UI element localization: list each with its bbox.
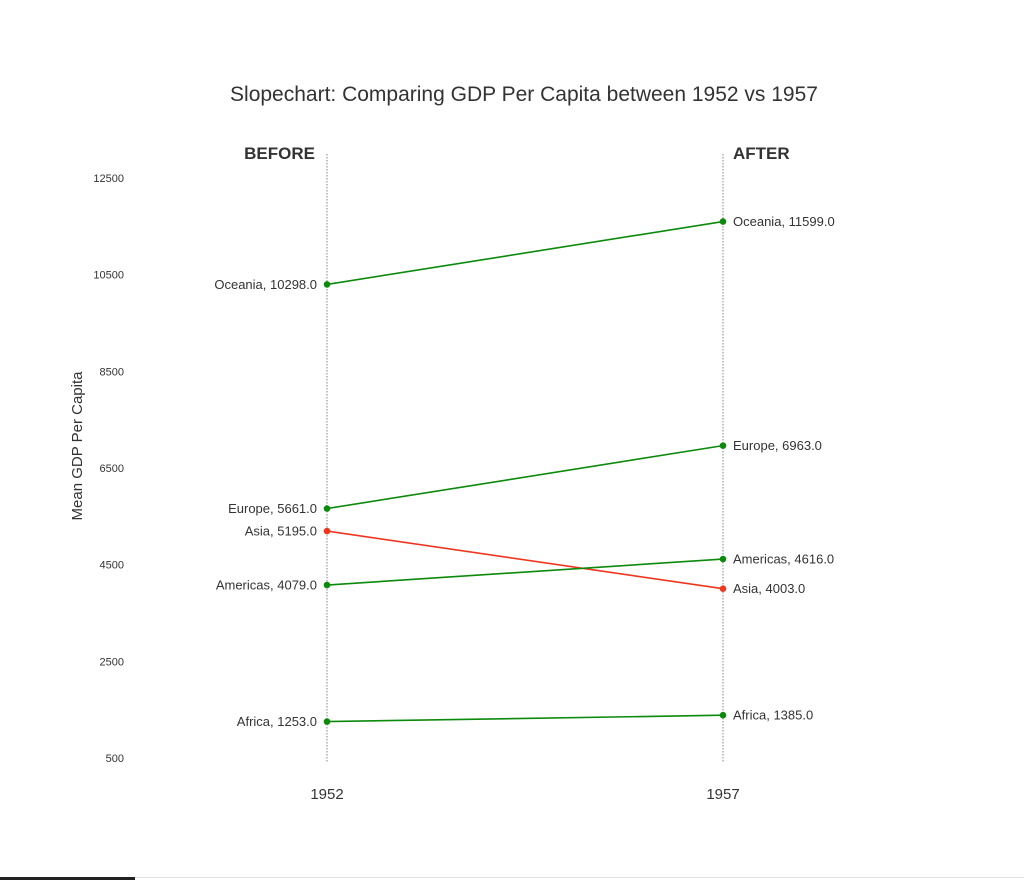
before-header: BEFORE (244, 144, 315, 163)
y-tick-label: 6500 (100, 463, 124, 475)
label-oceania-before: Oceania, 10298.0 (214, 277, 317, 292)
x-tick-label-1957: 1957 (706, 786, 739, 803)
series-layer: Oceania, 10298.0 Oceania, 11599.0 Europe, … (214, 214, 834, 729)
bottom-divider (135, 877, 1024, 878)
y-tick-label: 4500 (100, 560, 124, 572)
y-tick-label: 500 (106, 753, 124, 765)
point-africa-after (719, 711, 727, 719)
label-africa-after: Africa, 1385.0 (733, 708, 813, 723)
point-europe-before (323, 505, 331, 512)
point-asia-after (719, 585, 727, 592)
label-asia-after: Asia, 4003.0 (733, 581, 805, 596)
after-header: AFTER (733, 144, 790, 163)
y-tick-label: 8500 (100, 366, 124, 378)
slope-line-oceania (326, 220, 724, 286)
label-oceania-after: Oceania, 11599.0 (733, 214, 835, 229)
point-oceania-before (323, 281, 331, 288)
point-americas-after (719, 555, 727, 563)
y-axis-label: Mean GDP Per Capita (69, 371, 86, 521)
label-americas-after: Americas, 4616.0 (733, 552, 834, 567)
y-axis-ticks: 500 2500 4500 6500 8500 10500 12500 (93, 173, 124, 765)
label-africa-before: Africa, 1253.0 (237, 714, 317, 729)
x-tick-label-1952: 1952 (310, 786, 343, 803)
point-americas-before (323, 581, 331, 589)
point-oceania-after (719, 218, 727, 225)
label-americas-before: Americas, 4079.0 (216, 578, 317, 593)
slope-line-asia (326, 530, 724, 590)
y-tick-label: 10500 (93, 270, 124, 282)
taskbar-edge (0, 877, 135, 880)
y-tick-label: 2500 (100, 656, 124, 668)
y-tick-label: 12500 (93, 173, 124, 185)
slope-line-africa (326, 714, 724, 723)
label-asia-before: Asia, 5195.0 (245, 524, 317, 539)
slope-line-americas (326, 558, 724, 586)
point-asia-before (323, 527, 331, 535)
slope-line-europe (326, 444, 724, 510)
point-africa-before (323, 718, 331, 725)
label-europe-after: Europe, 6963.0 (733, 438, 822, 453)
label-europe-before: Europe, 5661.0 (228, 501, 317, 516)
point-europe-after (719, 442, 727, 449)
chart-title: Slopechart: Comparing GDP Per Capita bet… (230, 83, 818, 106)
